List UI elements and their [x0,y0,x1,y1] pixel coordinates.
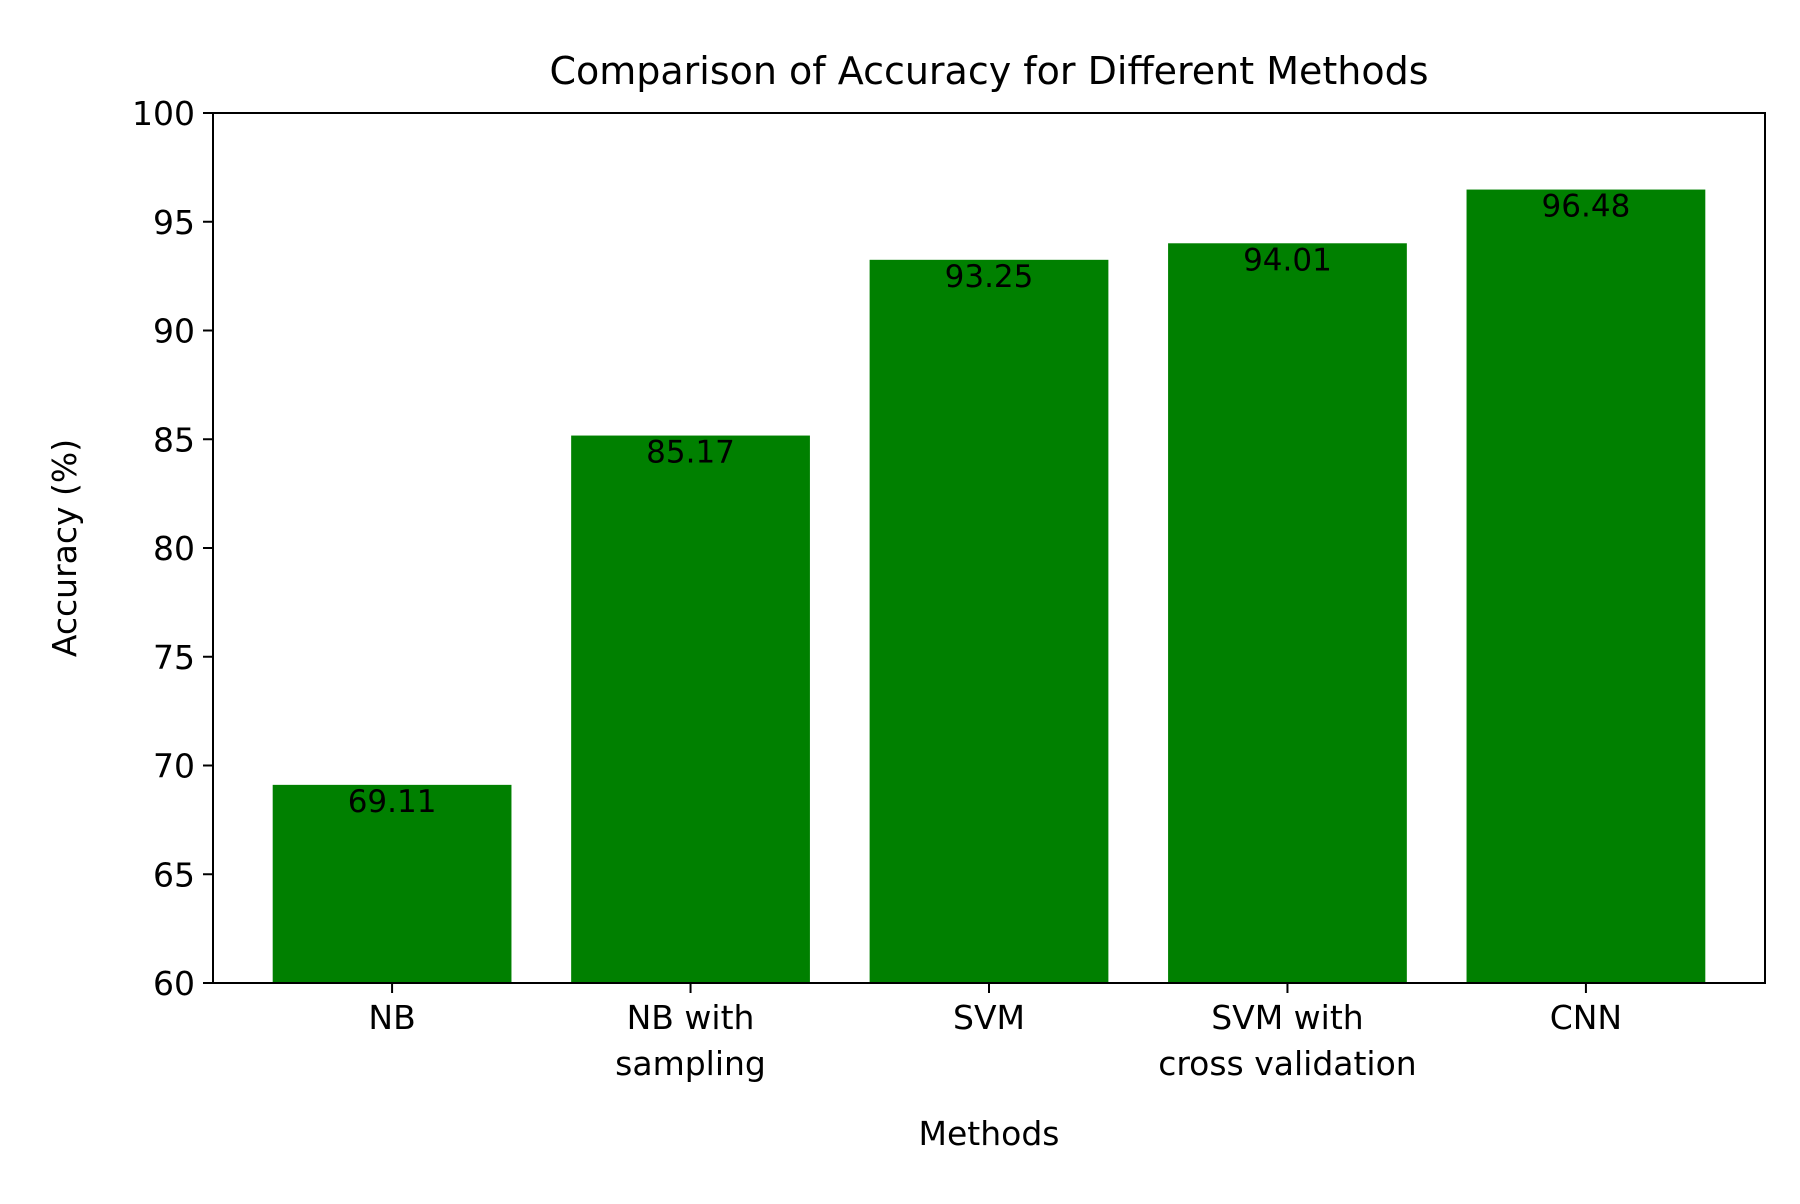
x-tick-label: CNN [1550,998,1622,1037]
bar-value-label: 93.25 [945,259,1034,295]
bar [571,435,810,983]
y-tick-label: 70 [153,747,195,786]
x-axis: NB NB with sampling SVM SVM with cross valida… [368,983,1622,1083]
bar-value-label: 94.01 [1243,242,1332,278]
bar [1168,243,1407,984]
y-tick-label: 80 [153,529,195,568]
x-tick-label: NB [368,998,415,1037]
bar [272,784,512,983]
x-tick-label: NB with sampling [615,998,766,1083]
y-axis-label: Accuracy (%) [45,439,84,657]
bar-value-labels: 69.11 85.17 93.25 94.01 96.48 [348,189,1631,820]
bar [1466,189,1706,983]
bar-value-label: 69.11 [348,784,437,820]
bar-value-label: 96.48 [1542,189,1631,225]
y-tick-label: 60 [153,964,195,1003]
x-tick-label: SVM with cross validation [1158,998,1417,1083]
bar [869,259,1109,983]
y-tick-label: 100 [132,94,195,133]
bars-layer [272,189,1706,984]
y-axis: 60 65 70 75 80 85 90 95 100 [132,94,213,1003]
x-axis-label: Methods [919,1114,1060,1153]
y-tick-label: 95 [153,203,195,242]
chart-title: Comparison of Accuracy for Different Met… [549,49,1428,93]
y-tick-label: 90 [153,312,195,351]
y-tick-label: 85 [153,420,195,459]
bar-value-label: 85.17 [646,435,735,471]
y-tick-label: 75 [153,638,195,677]
y-tick-label: 65 [153,855,195,894]
x-tick-label: SVM [953,998,1025,1037]
